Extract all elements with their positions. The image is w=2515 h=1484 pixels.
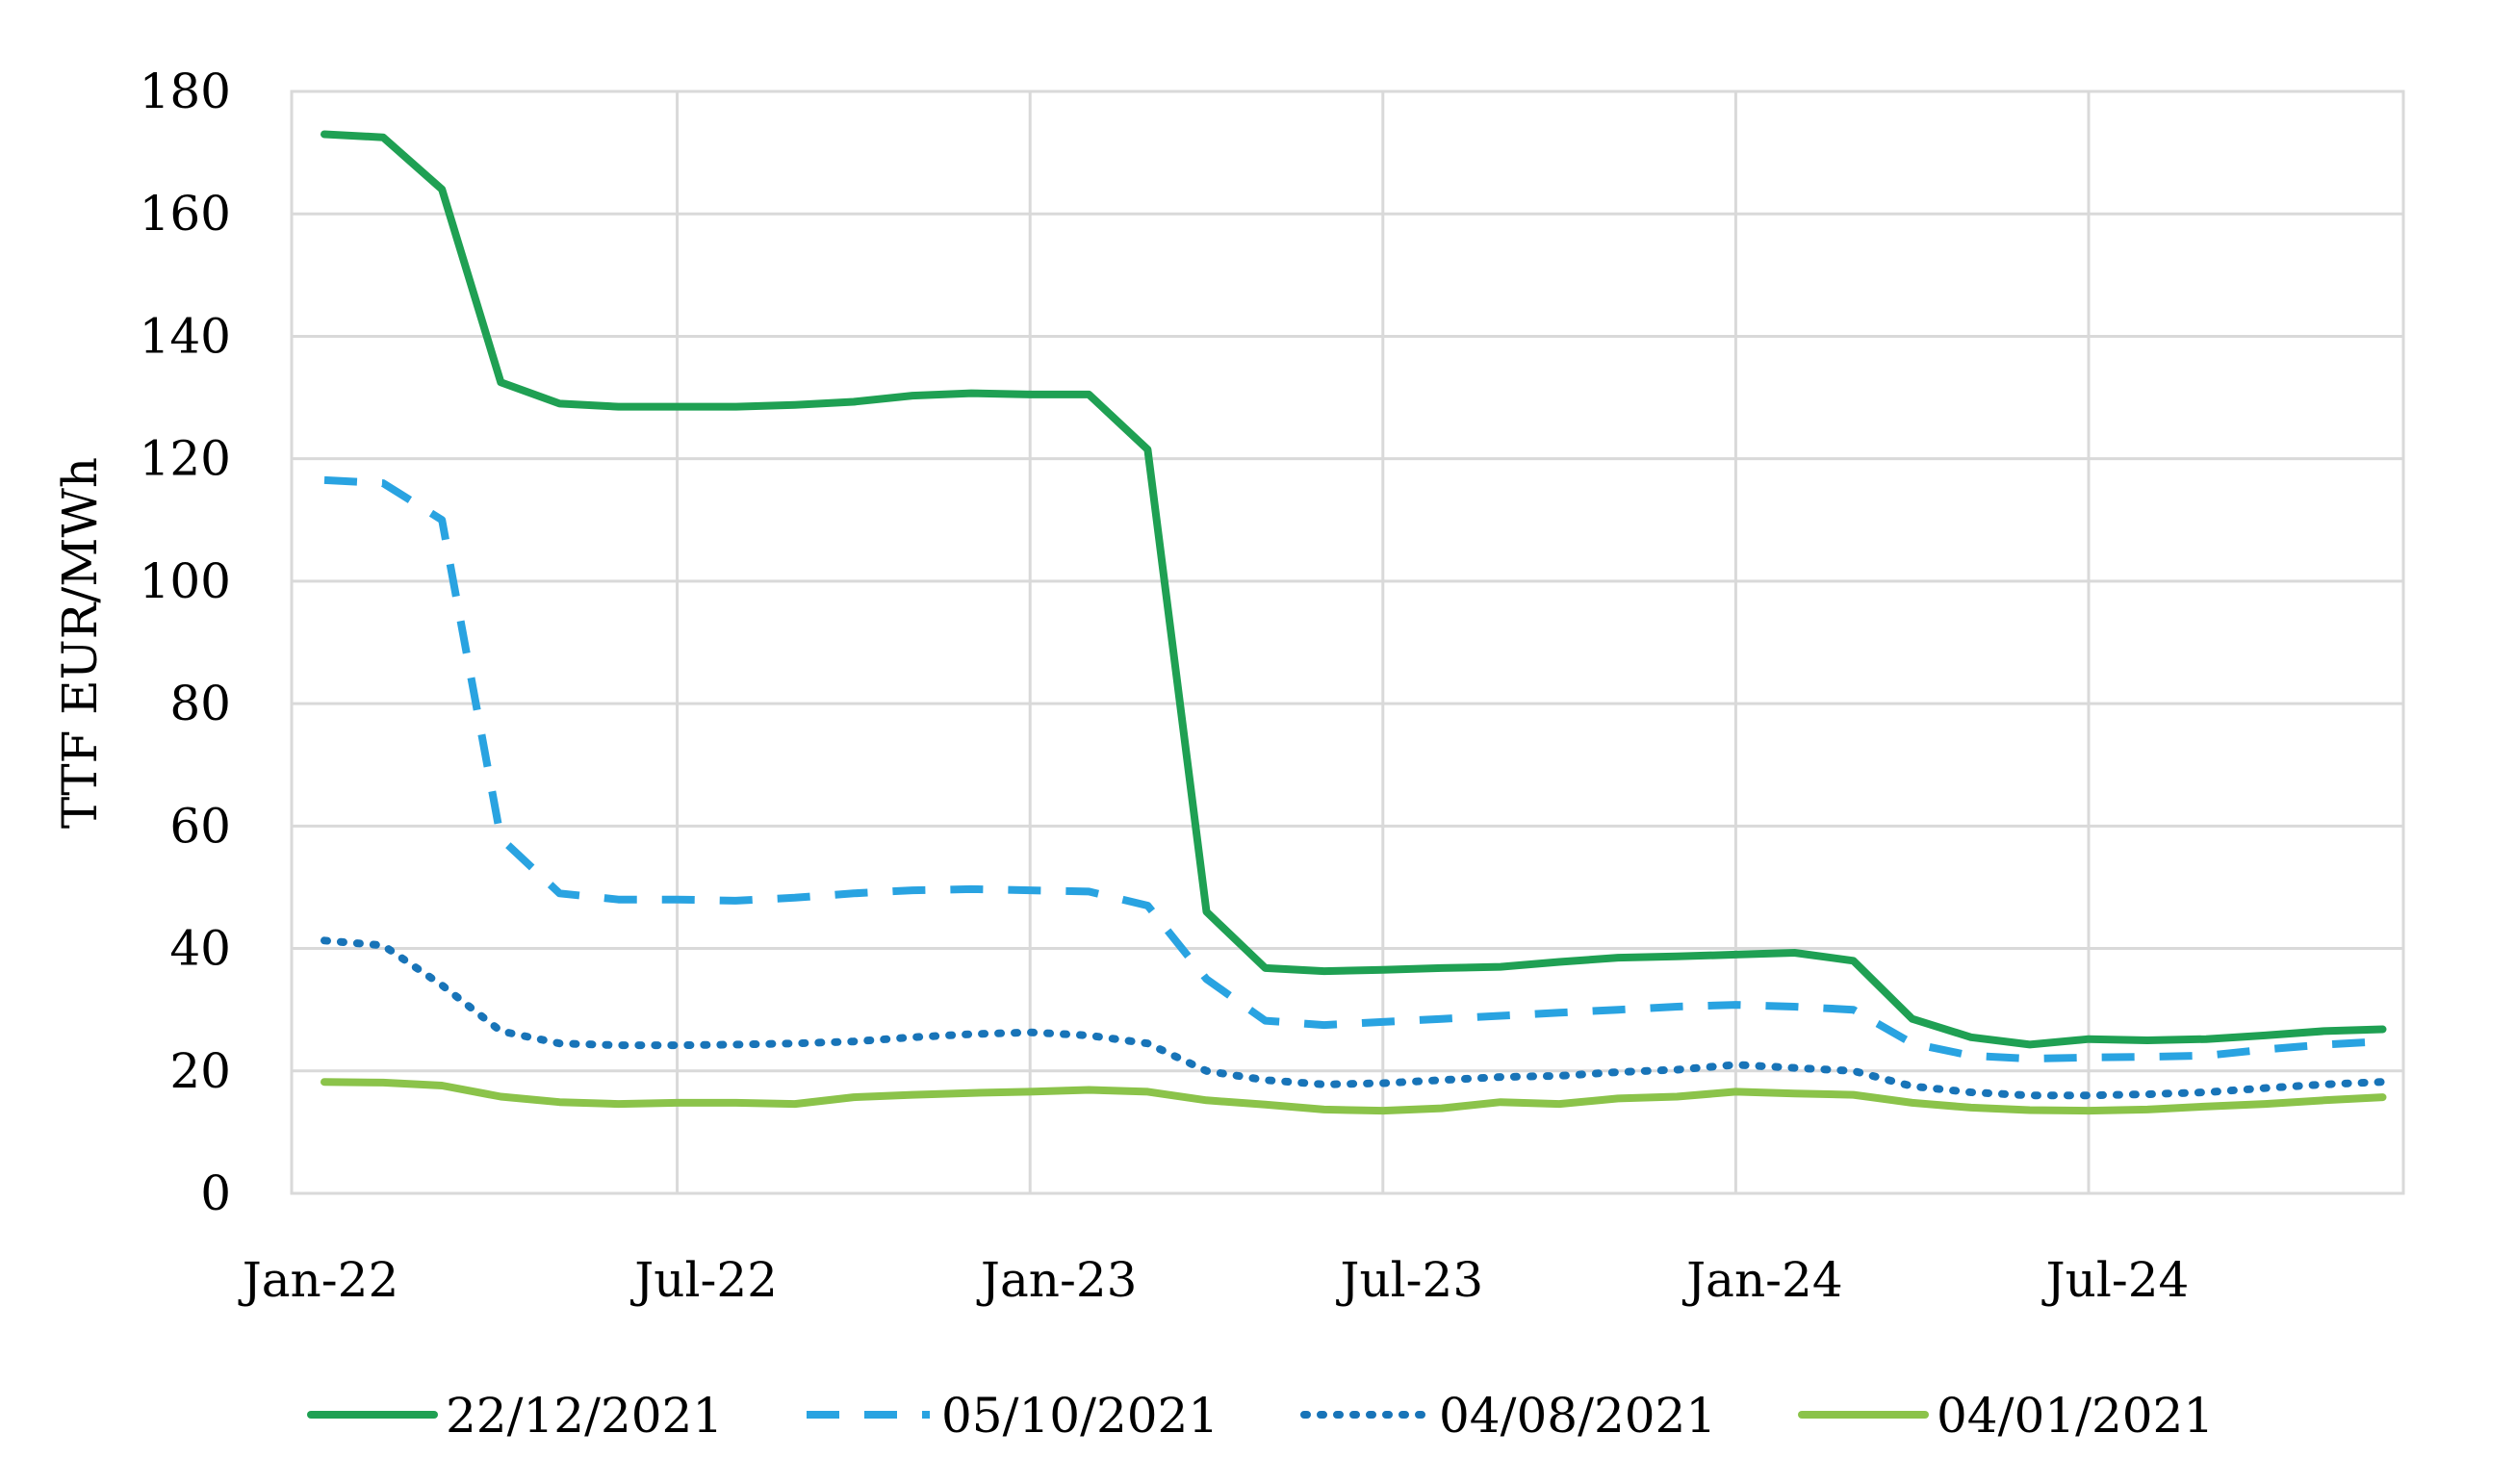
y-tick-label: 60 — [169, 798, 231, 854]
y-tick-label: 120 — [140, 431, 231, 487]
plot-area-frame — [290, 90, 2405, 1195]
y-tick-label: 180 — [140, 64, 231, 119]
legend-label: 05/10/2021 — [941, 1388, 1219, 1444]
x-tick-label: Jan-23 — [976, 1252, 1138, 1308]
series-line-1 — [321, 130, 2387, 1049]
x-tick-label: Jul-22 — [629, 1252, 778, 1308]
x-tick-label: Jan-24 — [1681, 1252, 1843, 1308]
legend-item-4: 04/01/2021 — [1798, 1388, 2214, 1444]
y-tick-label: 20 — [169, 1043, 231, 1099]
legend-label: 04/01/2021 — [1937, 1388, 2214, 1444]
series-line-2 — [323, 475, 2383, 1063]
y-tick-label: 140 — [140, 308, 231, 364]
legend-item-1: 22/12/2021 — [307, 1388, 723, 1444]
y-axis-label: TTF EUR/MWh — [52, 457, 108, 829]
series-line-3 — [321, 936, 2387, 1100]
legend-item-2: 05/10/2021 — [807, 1388, 1219, 1444]
legend-label: 04/08/2021 — [1439, 1388, 1716, 1444]
y-axis-ticks: 0 20 40 60 80 100 120 140 160 180 — [140, 64, 231, 1221]
x-axis-ticks: Jan-22 Jul-22 Jan-23 Jul-23 Jan-24 Jul-24 — [238, 1252, 2190, 1308]
y-tick-label: 80 — [169, 676, 231, 731]
x-tick-label: Jul-24 — [2041, 1252, 2190, 1308]
y-tick-label: 100 — [140, 553, 231, 609]
x-tick-label: Jul-23 — [1335, 1252, 1483, 1308]
legend: 22/12/2021 05/10/2021 04/08/2021 04/01/2021 — [307, 1388, 2214, 1444]
legend-label: 22/12/2021 — [446, 1388, 723, 1444]
y-tick-label: 0 — [200, 1165, 231, 1221]
x-tick-label: Jan-22 — [238, 1252, 399, 1308]
series-lines — [321, 130, 2387, 1115]
y-tick-label: 160 — [140, 186, 231, 242]
y-tick-label: 40 — [169, 921, 231, 977]
legend-item-3: 04/08/2021 — [1300, 1388, 1716, 1444]
series-line-4 — [321, 1078, 2387, 1115]
grid — [292, 90, 2403, 1195]
